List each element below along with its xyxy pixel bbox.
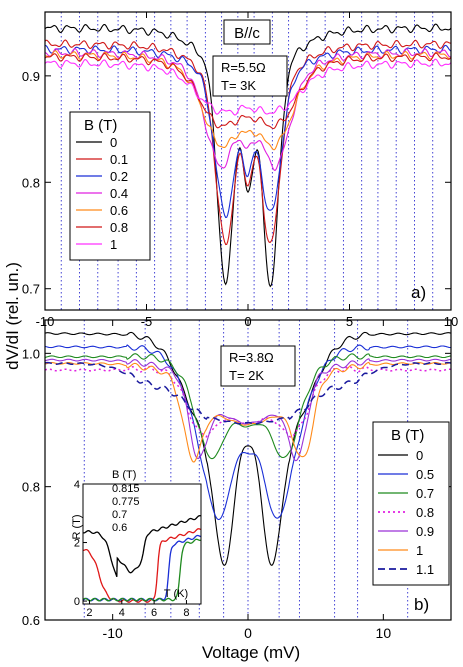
panel-b-series-0.7 <box>45 353 451 460</box>
panel-a-ytick-label: 0.8 <box>22 175 40 190</box>
panel-a-legend-label: 0.6 <box>110 203 128 218</box>
panel-a-header-box: B//c <box>223 19 271 45</box>
panel-b-label: b) <box>414 595 429 614</box>
panel-a-legend-label: 0.1 <box>110 152 128 167</box>
panel-a-legend-label: 0.8 <box>110 220 128 235</box>
panel-b-legend-label: 0.5 <box>416 467 434 482</box>
panel-a-series-0 <box>45 23 451 288</box>
panel-b-series-1 <box>45 361 451 463</box>
panel-b-ytick-label: 0.6 <box>22 613 40 628</box>
panel-b-legend: B (T) 0 0.5 0.7 0.8 0.9 1 1.1 <box>372 421 450 586</box>
inset-ytick-label: 4 <box>74 479 80 491</box>
panel-b-legend-label: 0.9 <box>416 524 434 539</box>
panel-a-ticks: -10-505100.70.80.9 <box>22 12 458 329</box>
inset-series-0.815 <box>83 514 201 577</box>
panel-a-annotation-r: R=5.5Ω <box>221 60 266 75</box>
panel-a-xtick-label: 5 <box>346 314 353 329</box>
inset-y-label: R (T) <box>71 514 83 539</box>
inset-legend-label: 0.7 <box>112 509 127 521</box>
panel-b-series-0.5 <box>45 344 451 521</box>
inset-xtick-label: 4 <box>119 607 125 619</box>
inset-series-0.775 <box>83 528 201 603</box>
panel-a-legend-label: 1 <box>110 237 117 252</box>
inset-series <box>83 514 201 603</box>
inset-legend-label: 0.815 <box>112 483 140 495</box>
panel-a-series <box>45 23 451 288</box>
panel-b-ytick-label: 1.0 <box>22 346 40 361</box>
panel-a-legend-label: 0 <box>110 135 117 150</box>
panel-b-legend-label: 0.8 <box>416 505 434 520</box>
inset-xtick-label: 6 <box>151 607 157 619</box>
y-axis-label: dV/dI (rel. un.) <box>3 262 22 370</box>
inset-background <box>83 484 201 604</box>
panel-a-label: a) <box>411 283 426 302</box>
inset-ytick-label: 0 <box>74 596 80 608</box>
panel-b-series-1.1 <box>45 361 451 425</box>
panel-a-header-text: B//c <box>234 25 260 42</box>
panel-b-annotation-r: R=3.8Ω <box>229 350 274 365</box>
panel-a-series-0.1 <box>45 39 451 246</box>
panel-a-ytick-label: 0.9 <box>22 69 40 84</box>
panel-a-legend-label: 0.2 <box>110 169 128 184</box>
panel-b-xtick-label: -10 <box>103 625 123 641</box>
panel-a-legend-label: 0.4 <box>110 186 128 201</box>
panel-b-series-0 <box>45 331 451 566</box>
panel-b: -10 0 100.60.81.0 R=3.8Ω T= 2K B (T) 00.50… <box>22 319 452 641</box>
inset-legend-title: B (T) <box>112 469 136 481</box>
panel-a-legend-title: B (T) <box>84 117 117 134</box>
panel-a-annotation-box: R=5.5Ω T= 3K <box>212 55 288 97</box>
inset-legend-label: 0.6 <box>112 522 127 534</box>
panel-a: -10-505100.70.80.9 B//c R=5.5Ω T= 3K B (… <box>22 11 458 329</box>
inset-xtick-label: 8 <box>183 607 189 619</box>
panel-b-legend-label: 1.1 <box>416 562 434 577</box>
panel-a-vlines <box>60 12 434 310</box>
x-axis-label: Voltage (mV) <box>202 643 300 662</box>
panel-b-annotation-box: R=3.8Ω T= 2K <box>220 345 296 387</box>
inset-frame <box>82 483 202 605</box>
panel-b-xtick-label: 0 <box>244 625 252 641</box>
panel-b-series-0.9 <box>45 358 451 462</box>
inset-x-label: T (K) <box>164 588 188 600</box>
panel-b-ticks: -10 0 100.60.81.0 <box>22 320 451 641</box>
panel-b-series <box>45 331 451 566</box>
panel-b-legend-label: 1 <box>416 543 423 558</box>
inset-legend-label: 0.775 <box>112 496 140 508</box>
inset-xtick-label: 2 <box>86 607 92 619</box>
panel-a-annotation-t: T= 3K <box>221 78 256 93</box>
panel-a-legend: B (T) 0 0.1 0.2 0.4 0.6 0.8 1 <box>69 111 151 261</box>
panel-b-xtick-label: 10 <box>376 625 392 641</box>
panel-b-ytick-label: 0.8 <box>22 480 40 495</box>
panel-a-xtick-label: -5 <box>141 314 153 329</box>
panel-a-series-1 <box>45 58 451 116</box>
panel-b-legend-label: 0.7 <box>416 486 434 501</box>
panel-a-series-0.8 <box>45 52 451 130</box>
panel-b-legend-title: B (T) <box>391 427 424 444</box>
panel-a-ytick-label: 0.7 <box>22 282 40 297</box>
panel-b-annotation-t: T= 2K <box>229 368 264 383</box>
panel-b-legend-label: 0 <box>416 448 423 463</box>
inset-ytick-label: 2 <box>74 538 80 550</box>
panel-a-series-0.2 <box>45 44 451 219</box>
inset-series-0.6 <box>83 538 201 602</box>
